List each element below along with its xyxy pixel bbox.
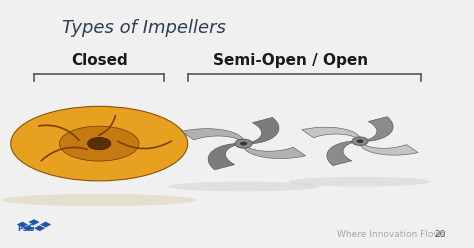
Ellipse shape <box>2 194 197 206</box>
Text: 20: 20 <box>435 230 446 239</box>
PathPatch shape <box>327 141 353 166</box>
Circle shape <box>88 137 111 150</box>
PathPatch shape <box>367 117 393 141</box>
Circle shape <box>240 142 247 146</box>
Circle shape <box>235 139 252 148</box>
Text: Closed: Closed <box>71 53 128 68</box>
Text: Types of Impellers: Types of Impellers <box>62 19 226 36</box>
Text: PSG: PSG <box>18 224 35 233</box>
Circle shape <box>356 139 364 143</box>
PathPatch shape <box>251 118 279 144</box>
Text: Semi-Open / Open: Semi-Open / Open <box>212 53 368 68</box>
PathPatch shape <box>244 147 306 158</box>
PathPatch shape <box>360 144 418 155</box>
PathPatch shape <box>302 127 360 138</box>
Text: Where Innovation Flows: Where Innovation Flows <box>337 230 445 239</box>
PathPatch shape <box>182 129 244 140</box>
PathPatch shape <box>208 144 236 170</box>
Ellipse shape <box>289 177 431 186</box>
Ellipse shape <box>59 126 139 161</box>
Circle shape <box>352 137 368 145</box>
Ellipse shape <box>168 182 319 191</box>
Ellipse shape <box>11 106 188 181</box>
